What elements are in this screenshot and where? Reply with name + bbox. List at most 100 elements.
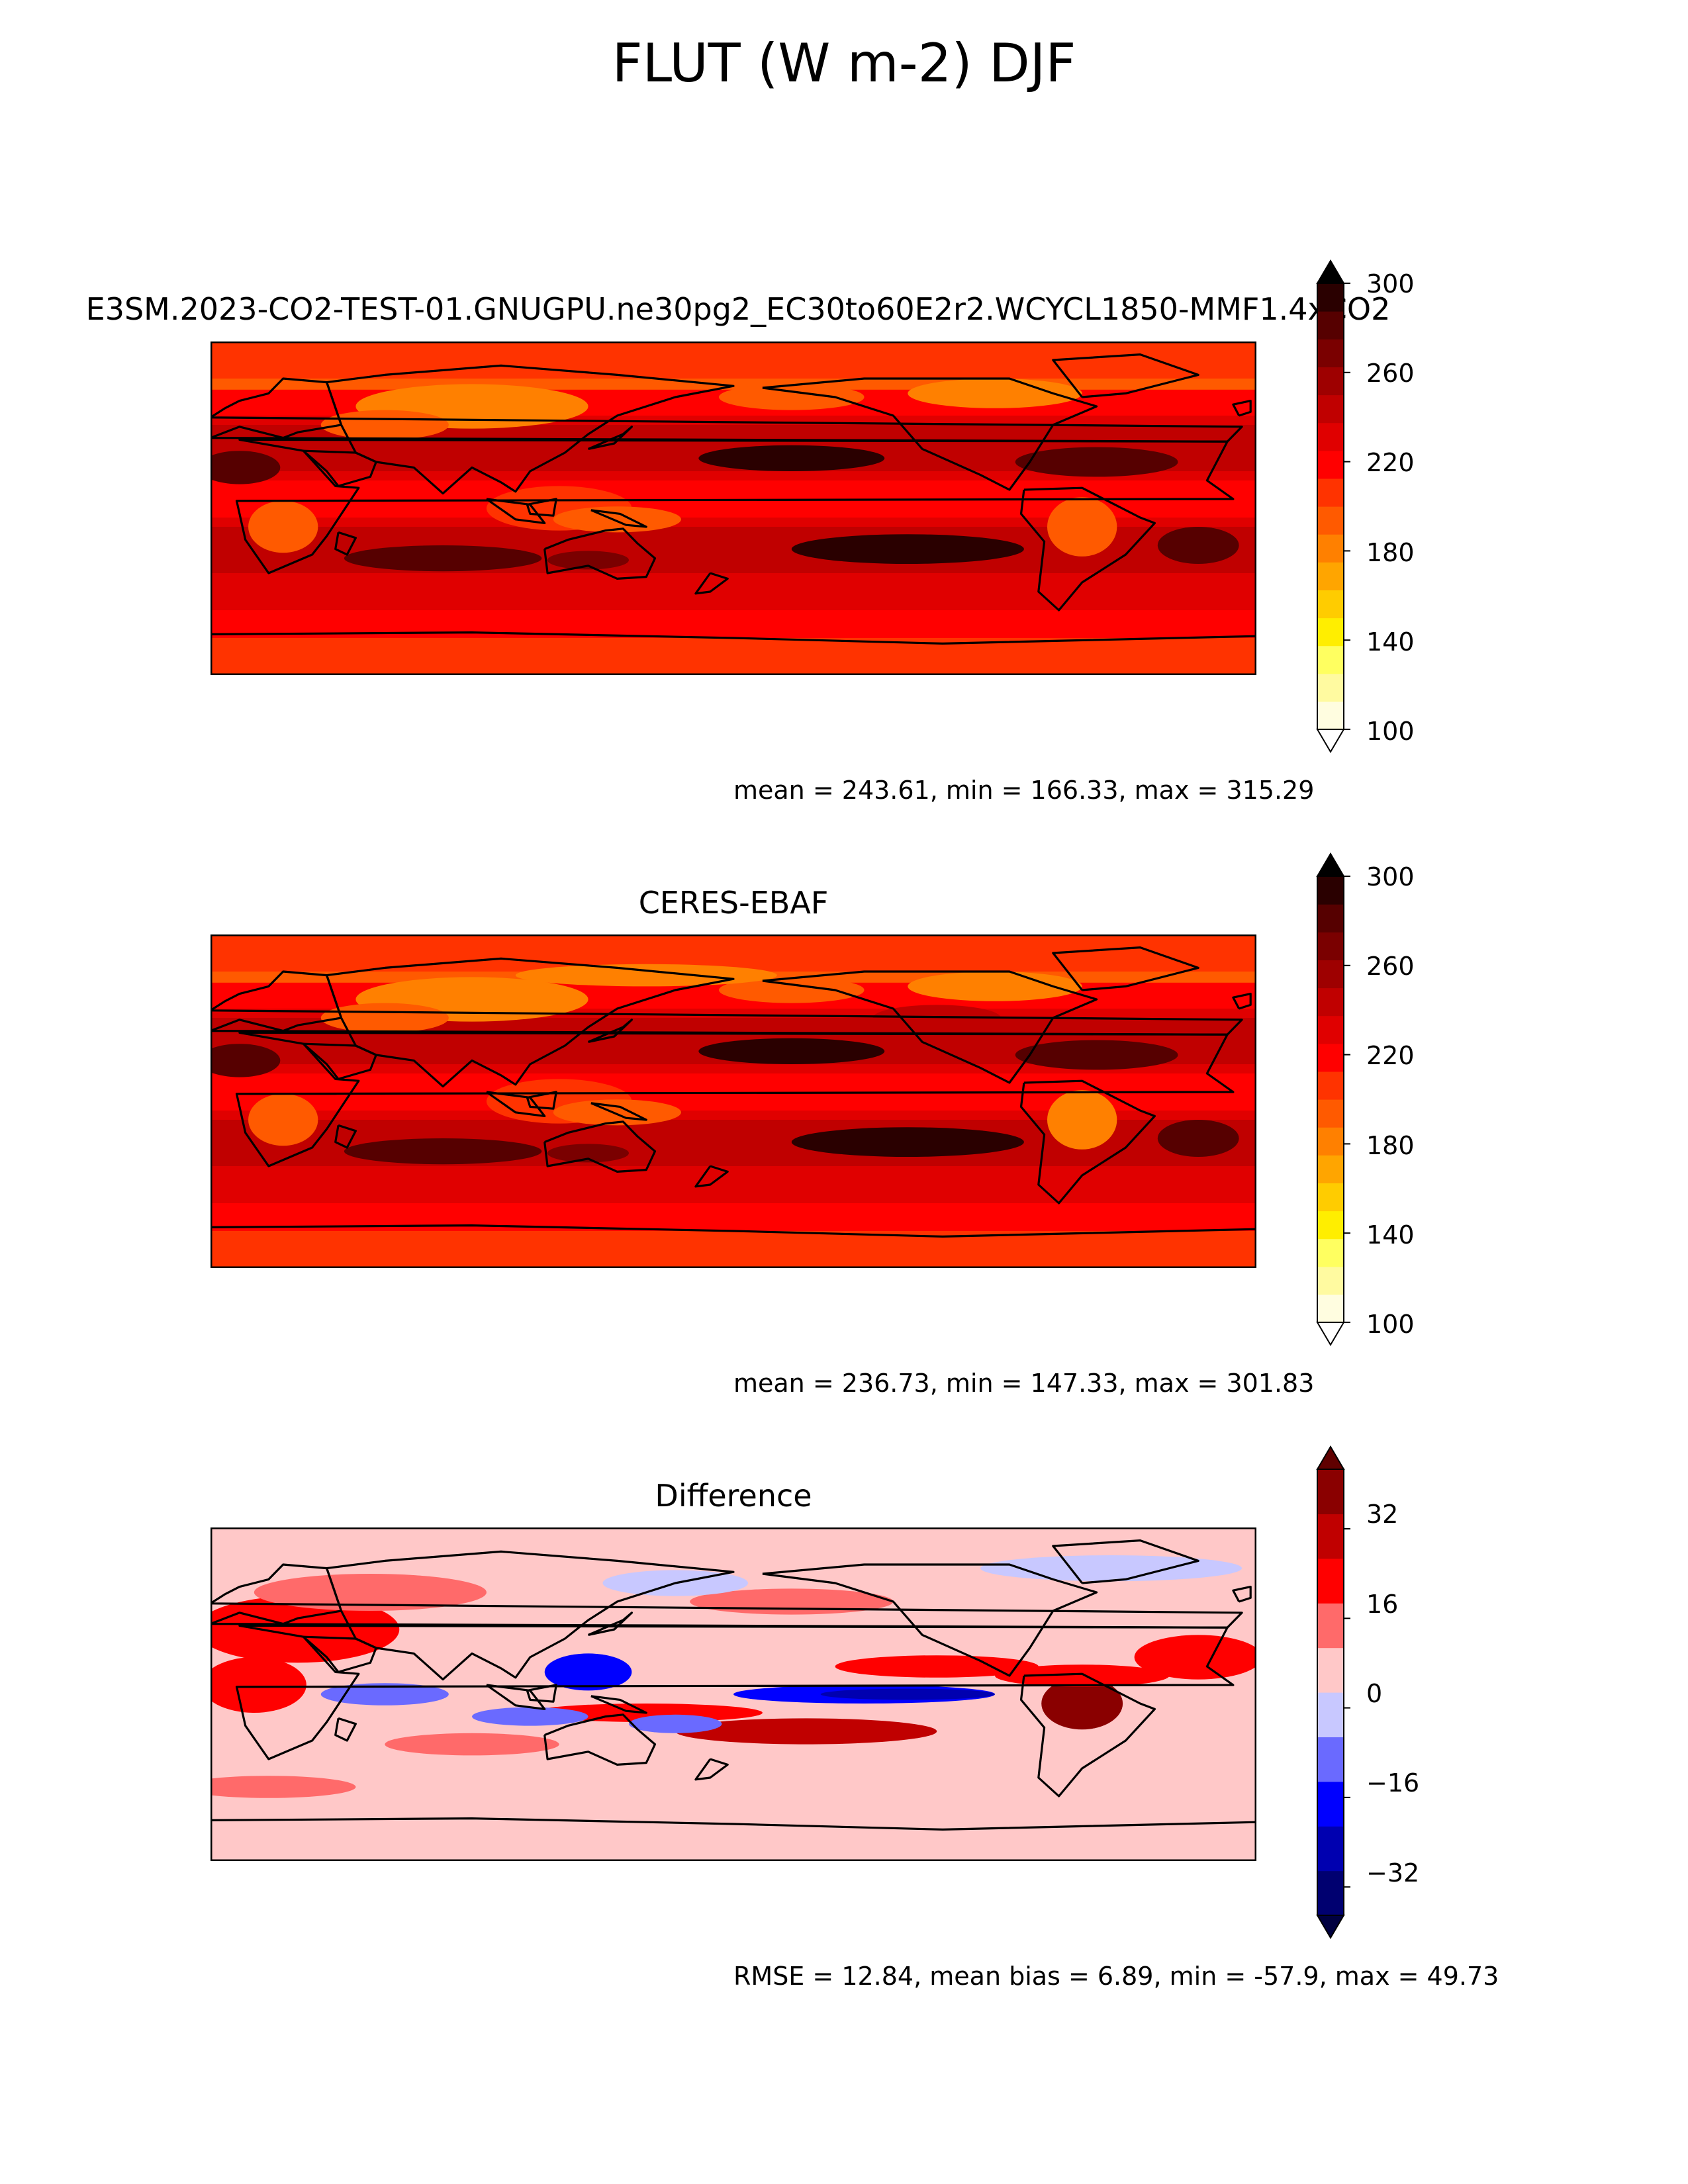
colorbar-extend-min bbox=[1316, 729, 1345, 753]
coastline-antarctica bbox=[211, 1224, 1256, 1238]
colorbar-bin bbox=[1317, 450, 1344, 479]
coastline bbox=[543, 1713, 657, 1766]
field-blob bbox=[515, 964, 777, 987]
colorbar-bin bbox=[1317, 1469, 1344, 1514]
field-blob bbox=[1157, 1120, 1239, 1157]
colorbar-bin bbox=[1317, 904, 1344, 933]
field-blob bbox=[211, 1776, 356, 1798]
field-blob bbox=[820, 1688, 995, 1700]
field-blob bbox=[544, 1653, 632, 1691]
field-blob bbox=[980, 1555, 1243, 1582]
field-blob bbox=[1015, 447, 1178, 477]
colorbar-bin bbox=[1317, 590, 1344, 619]
panel-2-colorbar-tick: 260 bbox=[1366, 952, 1415, 981]
field-blob bbox=[344, 1138, 542, 1165]
colorbar-bin bbox=[1317, 1071, 1344, 1100]
field-blob bbox=[1015, 1040, 1178, 1070]
colorbar-bin bbox=[1317, 1294, 1344, 1323]
panel-1-colorbar-tick: 100 bbox=[1366, 717, 1415, 746]
field-blob bbox=[553, 506, 681, 533]
map-frame bbox=[211, 1527, 1256, 1861]
colorbar-extend-max bbox=[1316, 259, 1345, 284]
coastline bbox=[326, 957, 735, 1088]
colorbar-extend-min bbox=[1316, 1915, 1345, 1939]
coastline bbox=[587, 1019, 633, 1043]
field-blob bbox=[472, 1707, 588, 1726]
colorbar-bin bbox=[1317, 1238, 1344, 1267]
colorbar-bin bbox=[1317, 1266, 1344, 1295]
colorbar-extend-max bbox=[1316, 1445, 1345, 1470]
colorbar-bin bbox=[1317, 339, 1344, 367]
panel-2-colorbar-tick: 180 bbox=[1366, 1131, 1415, 1160]
colorbar-bin bbox=[1317, 617, 1344, 647]
colorbar-frame bbox=[1317, 876, 1344, 1323]
coastline bbox=[694, 1758, 729, 1781]
field-blob bbox=[320, 410, 449, 440]
coastline bbox=[762, 377, 1098, 491]
colorbar-bin bbox=[1317, 1155, 1344, 1183]
field-blob bbox=[254, 1574, 487, 1611]
field-blob bbox=[211, 1596, 400, 1663]
colorbar-bin bbox=[1317, 1015, 1344, 1044]
coastline bbox=[1019, 1079, 1156, 1205]
coastline bbox=[1019, 486, 1156, 612]
colorbar-bin bbox=[1317, 1183, 1344, 1212]
colorbar-bin bbox=[1317, 932, 1344, 960]
colorbar-bin bbox=[1317, 987, 1344, 1017]
colorbar-bin bbox=[1317, 645, 1344, 674]
field-blob bbox=[1041, 1677, 1123, 1730]
panel-1-map bbox=[211, 341, 1256, 675]
panel-1-colorbar-tick: 180 bbox=[1366, 538, 1415, 567]
coastline bbox=[590, 509, 647, 528]
colorbar-bin bbox=[1317, 394, 1344, 424]
coastline bbox=[235, 1031, 1235, 1167]
field-blob bbox=[385, 1733, 559, 1756]
panel-2-map bbox=[211, 934, 1256, 1268]
colorbar-bin bbox=[1317, 1826, 1344, 1872]
coastline bbox=[211, 1563, 1243, 1629]
coastline bbox=[1232, 399, 1252, 417]
field-blob bbox=[629, 1714, 722, 1733]
panel-3-colorbar-tick: 16 bbox=[1366, 1590, 1399, 1619]
colorbar-bin bbox=[1317, 1127, 1344, 1156]
colorbar-bin bbox=[1317, 1603, 1344, 1649]
panel-3-colorbar-tick: −16 bbox=[1366, 1768, 1420, 1797]
difference-field bbox=[211, 1527, 1256, 1861]
field-blob bbox=[675, 1718, 937, 1745]
coastline bbox=[543, 1120, 657, 1173]
coastline bbox=[1052, 353, 1199, 398]
coastline bbox=[1232, 992, 1252, 1010]
coastline bbox=[1019, 1672, 1156, 1797]
panel-3-colorbar-tick: 32 bbox=[1366, 1500, 1399, 1529]
panel-1-colorbar-tick: 220 bbox=[1366, 448, 1415, 477]
coastline bbox=[485, 1684, 546, 1710]
field-blob bbox=[835, 1655, 1039, 1678]
coastline bbox=[762, 970, 1098, 1084]
coastlines bbox=[211, 1539, 1256, 1831]
colorbar-frame bbox=[1317, 283, 1344, 730]
panel-3-map bbox=[211, 1527, 1256, 1861]
colorbar-bin bbox=[1317, 1781, 1344, 1827]
coastline bbox=[303, 1635, 377, 1673]
coastline bbox=[303, 449, 377, 487]
field-blob bbox=[344, 545, 542, 572]
field-blob bbox=[908, 972, 1082, 1001]
colorbar-bin bbox=[1317, 311, 1344, 340]
coastline bbox=[303, 1042, 377, 1080]
field-blob bbox=[791, 534, 1024, 564]
colorbar-bin bbox=[1317, 534, 1344, 563]
coastline bbox=[485, 1091, 546, 1117]
colorbar-bin bbox=[1317, 422, 1344, 451]
field-blob bbox=[553, 1099, 681, 1126]
field-blob bbox=[698, 445, 885, 471]
coastline bbox=[587, 1612, 633, 1636]
field-blob bbox=[719, 384, 865, 410]
field-blob bbox=[248, 500, 318, 553]
field-blob bbox=[908, 379, 1082, 408]
coastline bbox=[762, 1563, 1098, 1677]
panel-3-stats: RMSE = 12.84, mean bias = 6.89, min = -5… bbox=[733, 1962, 1499, 1991]
field-blob bbox=[320, 1683, 449, 1706]
map-frame bbox=[211, 934, 1256, 1268]
colorbar-bin bbox=[1317, 506, 1344, 535]
coastline bbox=[485, 498, 546, 524]
